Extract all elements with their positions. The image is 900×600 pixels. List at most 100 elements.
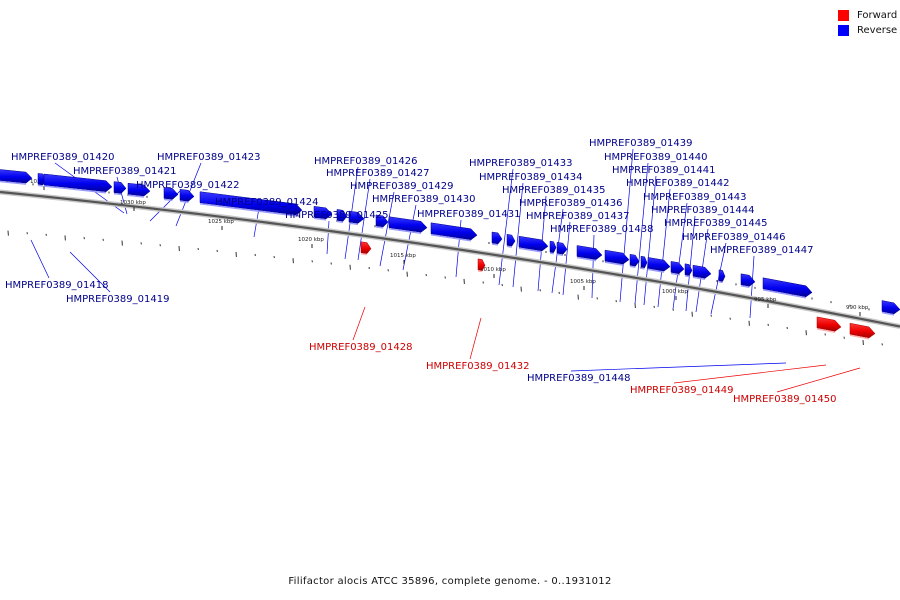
gene-leader-line [326, 220, 330, 255]
gene-shadow [199, 202, 297, 217]
gene-shadow [816, 328, 836, 334]
gene-label[interactable]: HMPREF0389_01441 [612, 165, 715, 176]
reverse-gene-arrow [604, 249, 630, 265]
legend-forward-label: Forward [857, 10, 898, 21]
gene-leader-line [570, 362, 787, 372]
gene-label[interactable]: HMPREF0389_01439 [589, 138, 692, 149]
gene-leader-line [69, 251, 111, 293]
reverse-gene-arrow [163, 187, 179, 200]
forward-gene-arrow [477, 258, 486, 271]
reverse-gene-arrow [576, 245, 603, 260]
gene-label[interactable]: HMPREF0389_01443 [643, 192, 746, 203]
gene-leader-line [402, 204, 417, 271]
backbone-line [0, 190, 900, 328]
gene-label[interactable]: HMPREF0389_01448 [527, 373, 630, 384]
gene-label[interactable]: HMPREF0389_01433 [469, 158, 572, 169]
genes [0, 169, 900, 340]
gene-shadow [113, 192, 122, 196]
gene-shadow [604, 261, 624, 266]
legend-reverse-label: Reverse [857, 25, 898, 36]
gene-label[interactable]: HMPREF0389_01418 [5, 280, 108, 291]
gene-label[interactable]: HMPREF0389_01420 [11, 152, 114, 163]
scale-tick-label: 990 kbp [846, 305, 869, 311]
gene-label[interactable]: HMPREF0389_01437 [526, 211, 629, 222]
reverse-gene-arrow [762, 277, 813, 298]
gene-shadow [740, 285, 750, 289]
gene-label[interactable]: HMPREF0389_01423 [157, 152, 260, 163]
reverse-gene-arrow [336, 209, 348, 222]
scale-tick-label: 1000 kbp [662, 289, 688, 295]
gene-label[interactable]: HMPREF0389_01447 [710, 245, 813, 256]
reverse-gene-arrow [43, 173, 113, 192]
reverse-gene-arrow [692, 264, 712, 279]
gene-shadow [477, 270, 483, 273]
gene-leader-line [379, 191, 395, 267]
gene-leader-line [562, 221, 571, 296]
gene-label[interactable]: HMPREF0389_01446 [682, 232, 785, 243]
gene-label[interactable]: HMPREF0389_01436 [519, 198, 622, 209]
gene-shadow [647, 268, 665, 273]
gene-shadow [762, 289, 807, 299]
reverse-gene-arrow [518, 235, 549, 252]
legend: Forward Reverse [838, 8, 897, 38]
gene-leader-line [512, 182, 524, 288]
gene-shadow [849, 334, 870, 340]
gene-label[interactable]: HMPREF0389_01419 [66, 294, 169, 305]
genome-caption: Filifactor alocis ATCC 35896, complete g… [288, 576, 612, 587]
gene-leader-line [673, 364, 827, 384]
reverse-gene-arrow [491, 231, 503, 245]
gene-shadow [629, 265, 636, 268]
scale-tick-label: 1005 kbp [570, 279, 596, 285]
gene-shadow [336, 220, 344, 224]
gene-label[interactable]: HMPREF0389_01428 [309, 342, 412, 353]
gene-shadow [163, 198, 173, 202]
gene-leader-line [30, 239, 50, 279]
reverse-swatch [838, 25, 849, 36]
gene-label[interactable]: HMPREF0389_01427 [326, 168, 429, 179]
gene-label[interactable]: HMPREF0389_01440 [604, 152, 707, 163]
scale-tick-label: 1010 kbp [480, 267, 506, 273]
gene-shadow [549, 252, 554, 255]
gene-label[interactable]: HMPREF0389_01442 [626, 178, 729, 189]
forward-gene-arrow [849, 322, 876, 339]
gene-label[interactable]: HMPREF0389_01424 [215, 197, 318, 208]
gene-label[interactable]: HMPREF0389_01438 [550, 224, 653, 235]
gene-label[interactable]: HMPREF0389_01425 [285, 210, 388, 221]
gene-shadow [518, 247, 543, 253]
reverse-gene-arrow [113, 181, 127, 194]
gene-shadow [640, 267, 645, 270]
gene-label[interactable]: HMPREF0389_01432 [426, 361, 529, 372]
genome-backbone [0, 189, 900, 330]
gene-leader-line [672, 202, 688, 310]
gene-label[interactable]: HMPREF0389_01450 [733, 394, 836, 405]
gene-label[interactable]: HMPREF0389_01430 [372, 194, 475, 205]
gene-label[interactable]: HMPREF0389_01421 [73, 166, 176, 177]
reverse-gene-arrow [430, 222, 478, 241]
gene-label[interactable]: HMPREF0389_01434 [479, 172, 582, 183]
gene-leader-line [357, 178, 371, 261]
reverse-gene-arrow [313, 206, 333, 220]
scale-tick-label: 995 kbp [754, 297, 777, 303]
reverse-gene-arrow [348, 210, 365, 224]
gene-label[interactable]: HMPREF0389_01426 [314, 156, 417, 167]
gene-label[interactable]: HMPREF0389_01429 [350, 181, 453, 192]
gene-shadow [506, 245, 512, 248]
gene-label[interactable]: HMPREF0389_01435 [502, 185, 605, 196]
gene-label[interactable]: HMPREF0389_01449 [630, 385, 733, 396]
gene-label[interactable]: HMPREF0389_01422 [136, 180, 239, 191]
gene-label[interactable]: HMPREF0389_01445 [664, 218, 767, 229]
gene-label[interactable]: HMPREF0389_01431 [417, 209, 520, 220]
gene-leader-line [469, 317, 482, 360]
gene-shadow [718, 281, 723, 284]
reverse-gene-arrow [179, 189, 195, 202]
reverse-gene-arrow [0, 169, 33, 184]
gene-label[interactable]: HMPREF0389_01444 [651, 205, 754, 216]
legend-reverse: Reverse [838, 23, 897, 38]
scale-tick-label: 1015 kbp [390, 253, 416, 259]
reverse-gene-arrow [718, 269, 726, 282]
gene-shadow [388, 227, 422, 235]
scale-tick-label: 1030 kbp [120, 200, 146, 206]
reverse-gene-arrow [670, 261, 685, 274]
gene-shadow [491, 243, 499, 246]
reverse-gene-arrow [506, 234, 516, 247]
